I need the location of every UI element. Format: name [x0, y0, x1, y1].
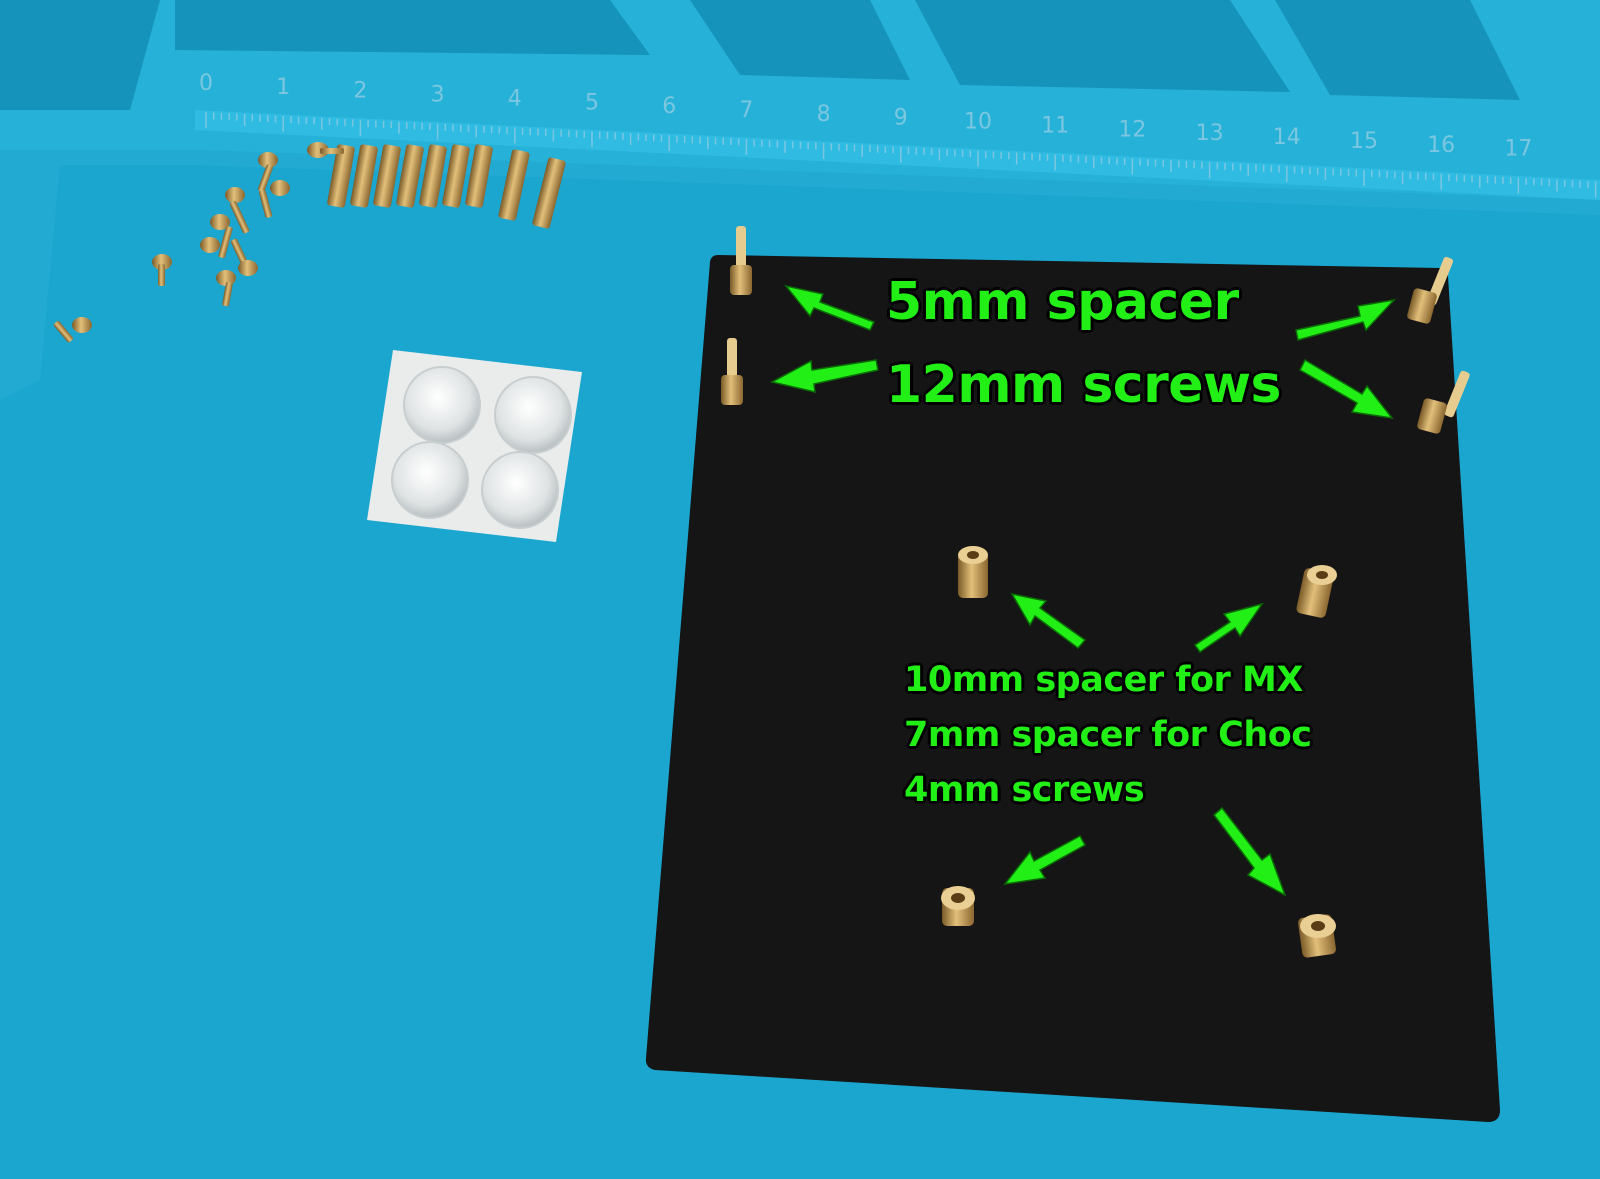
- ruler-number: 9: [894, 106, 908, 131]
- brass-spacer-row: [327, 144, 566, 229]
- arrow-to-bottom-right: [1212, 806, 1287, 897]
- rubber-bumper-sheet: [367, 350, 582, 542]
- arrow-to-mid-right: [1193, 602, 1264, 654]
- label-5mm-spacer: 5mm spacer: [886, 272, 1239, 332]
- arrow-to-top-left-lower: [769, 359, 879, 393]
- standoff-mid-left: [958, 546, 988, 598]
- annotation-arrows: [769, 284, 1397, 897]
- standoff-mid-right: [1296, 565, 1337, 618]
- ruler-number: 7: [739, 98, 753, 123]
- ruler-number: 16: [1427, 133, 1455, 158]
- ruler-number: 4: [508, 86, 522, 111]
- standoff-bottom-right: [1298, 914, 1336, 958]
- ruler-number: 1: [276, 75, 290, 100]
- standoff-top-right-lower: [1417, 370, 1470, 434]
- arrow-to-bottom-left: [1003, 834, 1087, 886]
- arrow-to-top-left-upper: [784, 284, 876, 331]
- arrow-to-top-right-lower: [1299, 358, 1394, 420]
- label-7mm-spacer-choc: 7mm spacer for Choc: [904, 715, 1312, 755]
- black-plate: [645, 255, 1500, 1122]
- ruler-number: 11: [1041, 113, 1069, 138]
- ruler-number: 8: [817, 102, 831, 127]
- standoff-top-right-upper: [1407, 256, 1454, 324]
- ruler-number: 6: [662, 94, 676, 119]
- standoff-bottom-left: [941, 886, 975, 926]
- ruler-number: 13: [1196, 121, 1224, 146]
- label-4mm-screws: 4mm screws: [904, 770, 1145, 810]
- loose-hardware: [53, 142, 566, 343]
- standoff-top-left-upper: [730, 226, 752, 295]
- ruler: 0 1 2 3 4 5 6 7 8 9 10 11 12 13 14 15 16 17: [195, 71, 1600, 200]
- brass-screws: [53, 142, 344, 343]
- standoff-top-left-lower: [721, 338, 743, 405]
- ruler-number: 17: [1504, 137, 1532, 162]
- label-12mm-screws: 12mm screws: [886, 355, 1282, 415]
- ruler-number: 0: [199, 71, 213, 96]
- ruler-number: 12: [1118, 117, 1146, 142]
- ruler-ticks: [205, 112, 1597, 198]
- arrow-to-mid-left: [1010, 592, 1087, 650]
- ruler-number: 5: [585, 90, 599, 115]
- arrow-to-top-right-upper: [1295, 298, 1397, 341]
- ruler-number: 3: [431, 83, 445, 108]
- ruler-number: 10: [964, 110, 992, 135]
- ruler-number: 2: [353, 79, 367, 104]
- ruler-number: 14: [1273, 125, 1301, 150]
- ruler-numbers: 0 1 2 3 4 5 6 7 8 9 10 11 12 13 14 15 16 17: [199, 71, 1532, 162]
- label-10mm-spacer-mx: 10mm spacer for MX: [904, 660, 1303, 700]
- ruler-number: 15: [1350, 129, 1378, 154]
